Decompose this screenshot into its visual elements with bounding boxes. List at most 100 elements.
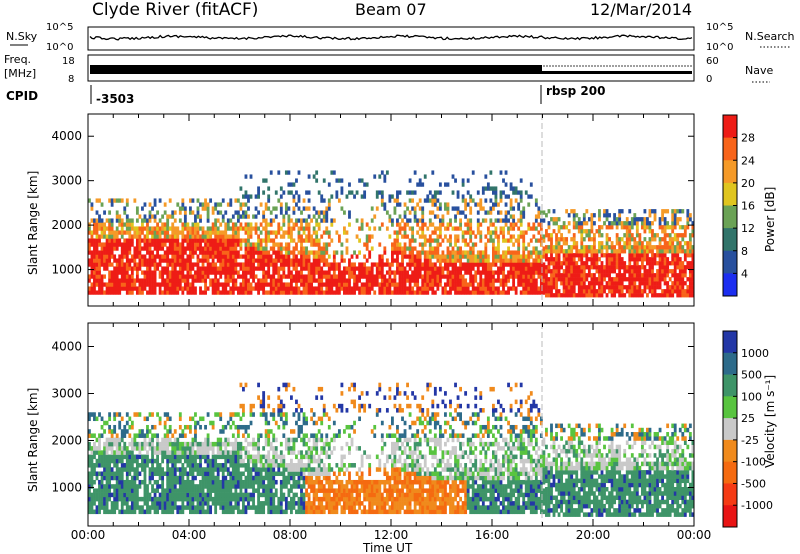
- data-cell: [456, 206, 460, 211]
- data-cell: [191, 416, 195, 422]
- data-cell: [135, 446, 139, 451]
- data-cell: [224, 210, 228, 215]
- data-cell: [552, 277, 556, 282]
- data-cell: [423, 282, 427, 287]
- data-cell: [653, 257, 657, 262]
- data-cell: [191, 238, 195, 243]
- data-cell: [479, 290, 483, 295]
- data-cell: [219, 437, 223, 443]
- nsky-tick-bottom: 10^0: [46, 42, 73, 53]
- data-cell: [259, 266, 263, 271]
- data-cell: [173, 484, 177, 489]
- data-cell: [640, 261, 644, 266]
- data-cell: [141, 258, 144, 263]
- data-cell: [186, 266, 190, 271]
- data-cell: [474, 202, 478, 207]
- data-cell: [264, 254, 268, 259]
- data-cell: [605, 281, 609, 286]
- data-cell: [236, 226, 240, 231]
- data-cell: [249, 290, 253, 295]
- data-cell: [234, 234, 238, 239]
- data-cell: [512, 186, 516, 191]
- data-cell: [168, 282, 172, 287]
- data-cell: [300, 258, 303, 263]
- data-cell: [93, 266, 96, 271]
- data-cell: [196, 270, 200, 275]
- data-cell: [658, 285, 662, 290]
- data-cell: [189, 270, 192, 275]
- data-cell: [206, 454, 210, 460]
- data-cell: [504, 258, 508, 263]
- data-cell: [522, 246, 526, 251]
- data-cell: [383, 174, 387, 179]
- data-cell: [173, 286, 177, 291]
- data-cell: [191, 484, 195, 489]
- data-cell: [287, 250, 291, 255]
- data-cell: [494, 250, 498, 255]
- data-cell: [529, 194, 533, 199]
- data-cell: [211, 210, 215, 215]
- data-cell: [186, 505, 190, 510]
- data-cell: [492, 282, 495, 287]
- data-cell: [209, 278, 213, 283]
- data-cell: [274, 278, 278, 283]
- data-cell: [211, 262, 215, 267]
- data-cell: [189, 198, 192, 203]
- data-cell: [431, 266, 435, 271]
- data-cell: [221, 501, 225, 506]
- data-cell: [168, 488, 172, 493]
- data-cell: [183, 433, 187, 438]
- data-cell: [168, 471, 172, 477]
- data-cell: [206, 206, 210, 211]
- data-cell: [115, 479, 119, 485]
- data-cell: [484, 262, 488, 267]
- data-cell: [411, 226, 415, 231]
- data-cell: [421, 274, 425, 279]
- data-cell: [108, 416, 112, 422]
- data-cell: [90, 270, 94, 275]
- data-cell: [413, 266, 417, 271]
- data-cell: [681, 225, 685, 230]
- data-cell: [643, 289, 647, 294]
- data-cell: [360, 290, 364, 295]
- data-cell: [300, 210, 303, 215]
- data-cell: [166, 266, 170, 271]
- data-cell: [181, 441, 185, 447]
- data-cell: [605, 209, 609, 214]
- data-cell: [307, 234, 311, 239]
- data-cell: [545, 289, 548, 294]
- data-cell: [577, 289, 581, 294]
- data-cell: [236, 250, 240, 255]
- data-cell: [98, 274, 101, 279]
- data-cell: [231, 446, 235, 451]
- data-cell: [128, 424, 132, 430]
- data-cell: [471, 258, 475, 263]
- data-cell: [358, 278, 361, 283]
- data-cell: [600, 265, 604, 270]
- data-cell: [383, 246, 387, 251]
- data-cell: [411, 250, 415, 255]
- data-cell: [681, 237, 685, 242]
- data-cell: [368, 286, 372, 291]
- data-cell: [287, 170, 291, 175]
- data-cell: [242, 270, 245, 275]
- data-cell: [153, 505, 157, 510]
- data-cell: [403, 214, 407, 219]
- data-cell: [138, 471, 142, 477]
- data-cell: [103, 505, 106, 510]
- data-cell: [105, 505, 109, 510]
- data-cell: [176, 290, 180, 295]
- data-cell: [93, 242, 96, 247]
- data-cell: [587, 257, 591, 262]
- data-cell: [148, 210, 152, 215]
- data-cell: [128, 286, 132, 291]
- data-cell: [688, 253, 692, 258]
- data-cell: [663, 273, 667, 278]
- data-cell: [153, 226, 157, 231]
- data-cell: [110, 226, 114, 231]
- data-cell: [433, 270, 437, 275]
- data-cell: [219, 441, 223, 447]
- data-cell: [683, 257, 687, 262]
- data-cell: [464, 198, 468, 203]
- data-cell: [191, 492, 195, 498]
